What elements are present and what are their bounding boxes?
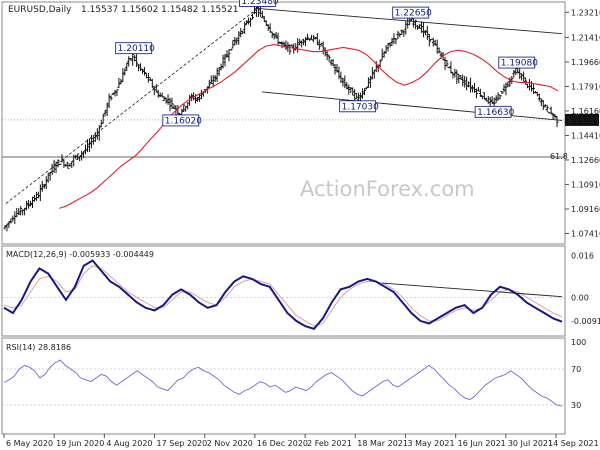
price-grid [2, 119, 565, 158]
x-tick-label: 18 Mar 2021 [357, 439, 408, 448]
price-panel-frame [1, 1, 566, 245]
rsi-tick-label: 70 [571, 365, 581, 374]
rising-support-trendline [5, 8, 258, 204]
fib-level-label: 61.8 [550, 152, 568, 161]
x-tick-label: 17 Sep 2020 [157, 439, 208, 448]
price-lines [5, 8, 563, 209]
x-tick-label: 30 Jul 2021 [508, 439, 553, 448]
x-tick-label: 3 May 2021 [407, 439, 454, 448]
price-tick-label: 1.23210 [571, 8, 600, 17]
price-tick-label: 1.14410 [571, 131, 600, 140]
rsi-line [3, 359, 563, 407]
macd-title: MACD(12,26,9) -0.005933 -0.004449 [6, 250, 154, 259]
rsi-tick-label: 100 [571, 338, 586, 347]
price-label: 1.23480 [241, 0, 278, 7]
price-tick-label: 1.09160 [571, 205, 600, 214]
symbol-title: EURUSD,Daily [8, 5, 72, 15]
price-tick-label: 1.16160 [571, 107, 600, 116]
macd-tick-label: 0.016 [571, 251, 594, 260]
rsi-title: RSI(14) 28.8186 [6, 343, 71, 352]
rsi-panel-frame [1, 337, 566, 435]
price-label-box [238, 0, 276, 7]
price-tick-label: 1.21410 [571, 33, 600, 42]
price-tick-label: 1.17910 [571, 82, 600, 91]
rsi-panel: 100 70 30 [2, 338, 586, 410]
x-axis: 6 May 2020 19 Jun 2020 4 Aug 2020 17 Sep 20… [3, 434, 599, 448]
x-tick-label: 14 Sep 2021 [548, 439, 599, 448]
watermark-text: ActionForex.com [300, 177, 475, 201]
price-label-box [339, 100, 377, 113]
price-bars [3, 3, 559, 232]
lower-channel-trendline [261, 91, 563, 121]
macd-main-line [3, 259, 563, 330]
price-y-axis: 1.23210 1.21410 1.19660 1.17910 1.16160 1.144… [565, 8, 600, 238]
price-label: 1.16630 [477, 108, 514, 118]
rsi-tick-label: 30 [571, 401, 581, 410]
price-tick-label: 1.19660 [571, 58, 600, 67]
current-price-label: 1.15521 [567, 116, 600, 125]
price-header: EURUSD,Daily 1.15537 1.15602 1.15482 1.1… [8, 5, 238, 15]
price-annotations: 1.23480 1.22650 1.20110 1.19080 1.16020 1.170… [115, 0, 538, 127]
price-label-box [162, 114, 200, 127]
macd-tick-label: 0.00 [571, 293, 589, 302]
price-label-box [474, 105, 512, 118]
price-label: 1.17030 [342, 102, 379, 112]
macd-panel-frame [1, 245, 566, 337]
x-tick-label: 2 Feb 2021 [307, 439, 352, 448]
price-label-box [498, 56, 536, 69]
price-label: 1.19080 [501, 59, 538, 69]
x-tick-label: 19 Jun 2020 [56, 439, 104, 448]
x-tick-label: 2 Nov 2020 [207, 439, 253, 448]
ohlc-values: 1.15537 1.15602 1.15482 1.15521 [81, 5, 238, 15]
price-tick-label: 1.10910 [571, 180, 600, 189]
current-price-box [565, 113, 599, 126]
x-tick-label: 16 Dec 2020 [257, 439, 308, 448]
price-label: 1.16020 [165, 116, 202, 126]
upper-channel-trendline [257, 8, 563, 35]
macd-trendline [381, 282, 563, 298]
sma-line [59, 44, 559, 209]
x-tick-label: 16 Jun 2021 [458, 439, 506, 448]
price-tick-label: 1.07410 [571, 229, 600, 238]
x-tick-label: 6 May 2020 [6, 439, 53, 448]
price-label: 1.20110 [118, 44, 155, 54]
macd-panel: 0.016 0.00 -0.009116 [2, 251, 600, 330]
x-tick-label: 4 Aug 2020 [106, 439, 152, 448]
macd-tick-label: -0.009116 [571, 317, 600, 326]
macd-signal-line [3, 265, 563, 327]
price-label: 1.22650 [395, 9, 432, 19]
price-label-box [392, 6, 430, 19]
price-tick-label: 1.12660 [571, 156, 600, 165]
price-label-box [115, 42, 153, 55]
